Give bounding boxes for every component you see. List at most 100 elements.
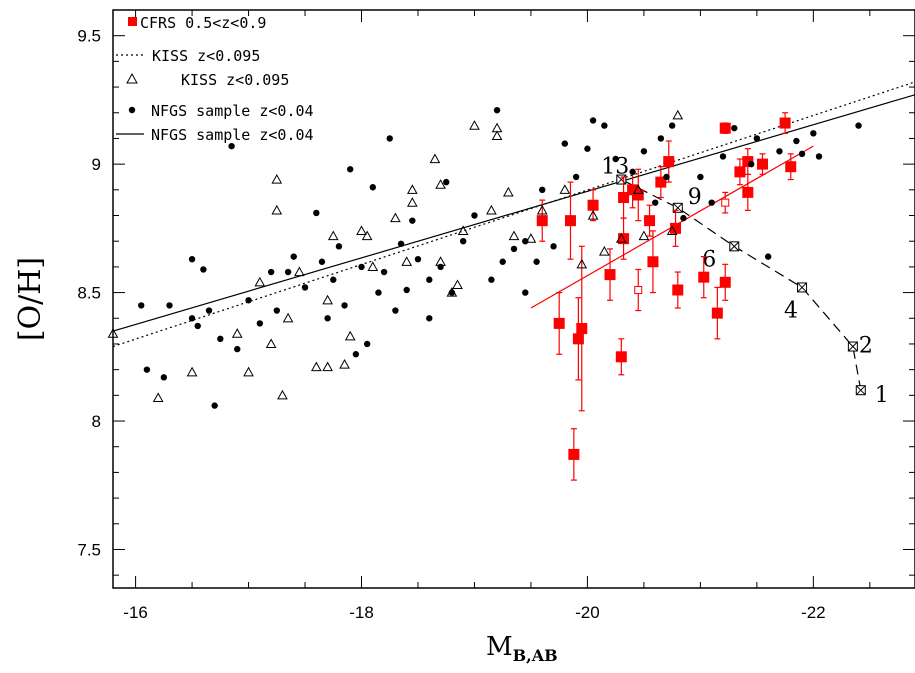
nfgs-point	[601, 122, 608, 129]
cfrs-point	[604, 269, 616, 281]
track-marker	[729, 241, 740, 252]
kiss-point	[277, 389, 288, 400]
legend-label: NFGS sample z<0.04	[151, 102, 314, 120]
cfrs-point	[757, 158, 769, 170]
kiss-point	[536, 204, 548, 215]
nfgs-point	[290, 253, 297, 260]
cfrs-point	[568, 448, 580, 460]
nfgs-point	[753, 135, 761, 142]
kiss-point	[576, 258, 588, 269]
nfgs-point	[499, 258, 506, 265]
nfgs-point	[138, 302, 145, 309]
kiss-point	[390, 212, 401, 223]
legend-label: KISS z<0.095	[152, 47, 260, 65]
track-marker	[797, 282, 808, 293]
track-path	[621, 179, 862, 391]
track-label: 1	[875, 383, 889, 408]
track-label: 4	[784, 298, 798, 323]
nfgs-point	[731, 124, 738, 132]
kiss-point	[638, 230, 650, 241]
kiss-point	[265, 338, 277, 349]
nfgs-point	[657, 135, 665, 142]
cfrs-point	[719, 276, 731, 288]
kiss-point	[429, 153, 441, 164]
track-marker	[847, 341, 858, 352]
nfgs-point	[200, 266, 207, 273]
nfgs-point	[188, 315, 196, 322]
kiss-point	[344, 330, 356, 341]
cfrs-point	[615, 351, 627, 363]
kiss-point	[271, 174, 283, 184]
nfgs-point	[815, 153, 823, 160]
kiss-point	[327, 230, 339, 241]
track-label: 2	[859, 334, 873, 359]
cfrs-point	[672, 284, 684, 296]
cfrs-open-point	[634, 286, 643, 295]
track-marker-cross-b	[797, 282, 807, 293]
nfgs-point	[414, 255, 422, 263]
track-marker-cross-b	[855, 385, 866, 396]
nfgs-point	[330, 276, 337, 283]
nfgs-point	[798, 150, 806, 158]
nfgs-point	[426, 276, 433, 283]
nfgs-point	[443, 178, 450, 186]
nfgs-point	[363, 340, 371, 348]
nfgs-point	[776, 148, 783, 155]
nfgs-point	[459, 238, 467, 245]
kiss-point	[457, 225, 469, 236]
nfgs-point	[488, 276, 495, 283]
nfgs-point	[668, 122, 676, 129]
legend: CFRS 0.5<z<0.9 KISS z<0.095 KISS z<0.095 NF…	[116, 14, 314, 144]
nfgs-point	[392, 307, 399, 314]
cfrs-point	[742, 186, 754, 198]
nfgs-point	[550, 243, 557, 250]
nfgs-point	[708, 199, 715, 206]
x-axis-title-main: M	[486, 632, 513, 662]
kiss-point	[294, 266, 305, 277]
nfgs-point	[748, 160, 755, 168]
cfrs-point	[627, 184, 639, 196]
nfgs-point	[510, 245, 518, 253]
cfrs-point	[779, 117, 791, 129]
nfgs-point	[160, 374, 168, 381]
nfgs-point	[313, 209, 320, 217]
kiss-point	[356, 225, 367, 236]
nfgs-point	[267, 268, 275, 276]
y-tick-label: 9.5	[77, 27, 101, 46]
cfrs-point	[785, 161, 797, 173]
nfgs-fit-line	[112, 94, 915, 332]
nfgs-point	[386, 135, 393, 142]
cfrs-point	[587, 199, 599, 211]
cfrs-point	[670, 222, 682, 234]
nfgs-point	[680, 214, 687, 222]
cfrs-point	[663, 156, 675, 168]
kiss-point	[672, 109, 684, 120]
nfgs-point	[437, 263, 444, 271]
kiss-point	[107, 328, 119, 338]
kiss-point	[322, 294, 333, 305]
cfrs-point	[536, 215, 548, 227]
kiss-point	[406, 184, 418, 194]
kiss-point	[254, 276, 266, 287]
nfgs-point	[166, 302, 173, 309]
kiss-point	[587, 209, 599, 220]
nfgs-point	[194, 322, 201, 330]
nfgs-point	[629, 168, 636, 176]
cfrs-point	[576, 323, 588, 335]
nfgs-point	[589, 117, 597, 124]
kiss-point	[508, 230, 520, 241]
track-marker	[855, 385, 866, 396]
nfgs-point	[448, 289, 456, 296]
nfgs-point	[426, 315, 433, 322]
nfgs-point	[719, 153, 727, 160]
nfgs-point	[301, 284, 309, 291]
nfgs-point	[493, 106, 501, 114]
nfgs-point	[584, 145, 591, 152]
kiss-point	[486, 204, 497, 215]
nfgs-point	[651, 199, 659, 206]
kiss-point	[491, 122, 503, 133]
legend-entry: NFGS sample z<0.04	[128, 102, 314, 120]
y-tick-label: 8	[92, 412, 101, 431]
y-tick-label: 7.5	[77, 540, 101, 559]
legend-entry: KISS z<0.095	[116, 47, 260, 65]
